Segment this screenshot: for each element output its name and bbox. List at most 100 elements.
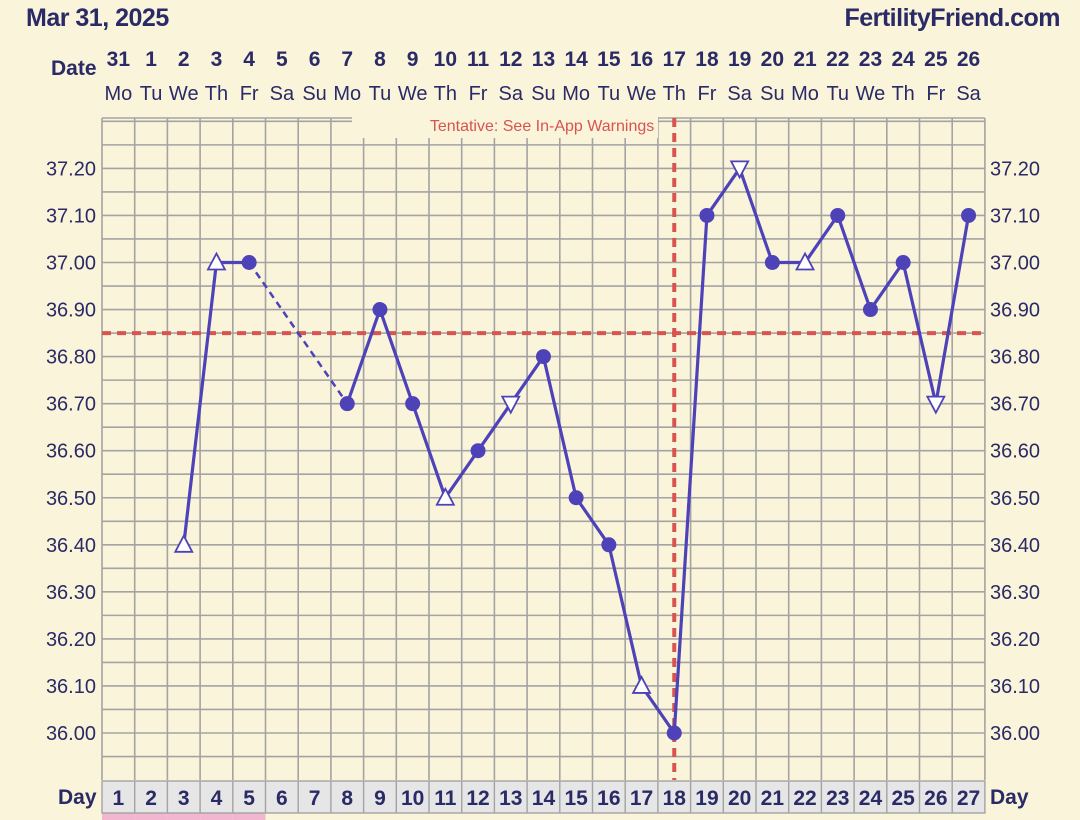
y-tick-label-right: 36.60 bbox=[990, 441, 1040, 463]
weekday-label: Mo bbox=[791, 83, 819, 105]
weekday-label: Sa bbox=[956, 83, 981, 105]
weekday-label: Mo bbox=[104, 83, 132, 105]
weekday-label: Tu bbox=[826, 83, 849, 105]
weekday-label: Sa bbox=[270, 83, 295, 105]
date-label: 16 bbox=[630, 48, 653, 71]
y-tick-label-right: 36.30 bbox=[990, 582, 1040, 604]
date-label: 10 bbox=[434, 48, 457, 71]
y-tick-label-left: 36.00 bbox=[46, 723, 96, 745]
temp-line bbox=[541, 356, 578, 499]
temp-point-circle bbox=[241, 255, 257, 270]
temp-line bbox=[378, 309, 415, 405]
weekday-label: Mo bbox=[562, 83, 590, 105]
temp-line bbox=[345, 309, 382, 405]
cycle-day-label: 22 bbox=[793, 787, 816, 810]
temp-line bbox=[803, 214, 840, 264]
date-label: 26 bbox=[957, 48, 980, 71]
date-label: 13 bbox=[532, 48, 555, 71]
temp-line-dashed bbox=[248, 261, 349, 405]
date-label: 15 bbox=[597, 48, 621, 71]
y-tick-label-left: 37.10 bbox=[46, 205, 96, 227]
weekday-label: Su bbox=[302, 83, 326, 105]
y-tick-label-right: 36.40 bbox=[990, 535, 1040, 557]
temp-point-triangle-up bbox=[173, 533, 194, 553]
y-tick-label-right: 37.00 bbox=[990, 253, 1040, 275]
menstruation-cell bbox=[232, 813, 266, 820]
temp-line bbox=[444, 449, 480, 499]
date-label: 2 bbox=[178, 48, 190, 71]
y-tick-label-left: 36.90 bbox=[46, 300, 96, 322]
date-label: 20 bbox=[761, 48, 784, 71]
cycle-day-label: 3 bbox=[178, 787, 190, 810]
cycle-day-label: 19 bbox=[695, 787, 718, 810]
menstruation-cell bbox=[200, 813, 233, 820]
temp-line bbox=[574, 496, 611, 546]
temp-line bbox=[738, 167, 774, 264]
y-tick-label-right: 36.10 bbox=[990, 676, 1040, 698]
y-tick-label-left: 36.10 bbox=[46, 676, 96, 698]
temp-point-triangle-up bbox=[435, 486, 456, 506]
cycle-day-label: 5 bbox=[243, 787, 255, 810]
date-label: 21 bbox=[793, 48, 817, 71]
temp-line bbox=[836, 214, 872, 311]
y-tick-label-right: 37.10 bbox=[990, 205, 1040, 227]
date-label: 17 bbox=[663, 48, 686, 71]
cycle-day-label: 24 bbox=[859, 787, 883, 810]
y-tick-label-right: 36.50 bbox=[990, 488, 1040, 510]
site-name: FertilityFriend.com bbox=[844, 4, 1060, 32]
y-tick-label-right: 36.00 bbox=[990, 723, 1040, 745]
weekday-label: Tu bbox=[140, 83, 163, 105]
day-row-bg bbox=[101, 780, 986, 814]
date-label: 23 bbox=[859, 48, 882, 71]
temp-point-circle bbox=[405, 396, 421, 412]
day-row-label-left: Day bbox=[58, 786, 97, 809]
cycle-day-label: 16 bbox=[597, 787, 620, 810]
menstruation-cell bbox=[134, 813, 168, 820]
weekday-label: Fr bbox=[240, 83, 259, 105]
date-label: 1 bbox=[145, 48, 157, 71]
y-tick-label-left: 36.60 bbox=[46, 441, 96, 463]
y-tick-label-left: 36.50 bbox=[46, 488, 96, 510]
date-label: 7 bbox=[341, 48, 353, 71]
date-label: 18 bbox=[695, 48, 719, 71]
cycle-day-label: 17 bbox=[630, 787, 653, 810]
cycle-day-label: 2 bbox=[145, 787, 157, 810]
weekday-label: Fr bbox=[469, 83, 488, 105]
weekday-label: Su bbox=[760, 83, 784, 105]
temp-point-circle bbox=[830, 207, 846, 223]
weekday-label: Mo bbox=[333, 83, 361, 105]
temp-line bbox=[869, 261, 905, 311]
menstruation-cell bbox=[167, 813, 201, 820]
y-tick-label-left: 36.80 bbox=[46, 347, 96, 369]
chart-date: Mar 31, 2025 bbox=[26, 4, 169, 32]
temp-point-triangle-up bbox=[631, 675, 652, 694]
temp-line bbox=[934, 215, 971, 404]
weekday-label: We bbox=[627, 83, 657, 105]
temp-point-circle bbox=[372, 302, 388, 318]
y-tick-label-left: 36.30 bbox=[46, 582, 96, 604]
y-tick-label-left: 36.40 bbox=[46, 535, 96, 557]
date-label: 25 bbox=[924, 48, 948, 71]
temp-line bbox=[182, 262, 219, 545]
annotation-text: Tentative: See In-App Warnings bbox=[430, 118, 654, 135]
date-label: 19 bbox=[728, 48, 751, 71]
weekday-label: Th bbox=[205, 83, 228, 105]
weekday-label: Sa bbox=[727, 83, 752, 105]
cycle-day-label: 7 bbox=[309, 787, 321, 810]
cycle-day-label: 1 bbox=[113, 787, 125, 810]
date-label: 24 bbox=[891, 48, 915, 71]
date-label: 9 bbox=[407, 48, 419, 71]
temp-line bbox=[607, 544, 644, 687]
weekday-label: We bbox=[398, 83, 428, 105]
weekday-label: We bbox=[169, 83, 199, 105]
temp-point-circle bbox=[568, 490, 584, 506]
cycle-day-label: 8 bbox=[341, 787, 353, 810]
temp-point-circle bbox=[535, 349, 551, 365]
weekday-label: Tu bbox=[598, 83, 621, 105]
date-row-label: Date bbox=[51, 57, 97, 80]
cycle-day-label: 4 bbox=[211, 787, 223, 810]
date-label: 4 bbox=[243, 48, 255, 71]
y-tick-label-left: 36.20 bbox=[46, 629, 96, 651]
temp-point-triangle-up bbox=[206, 251, 227, 271]
